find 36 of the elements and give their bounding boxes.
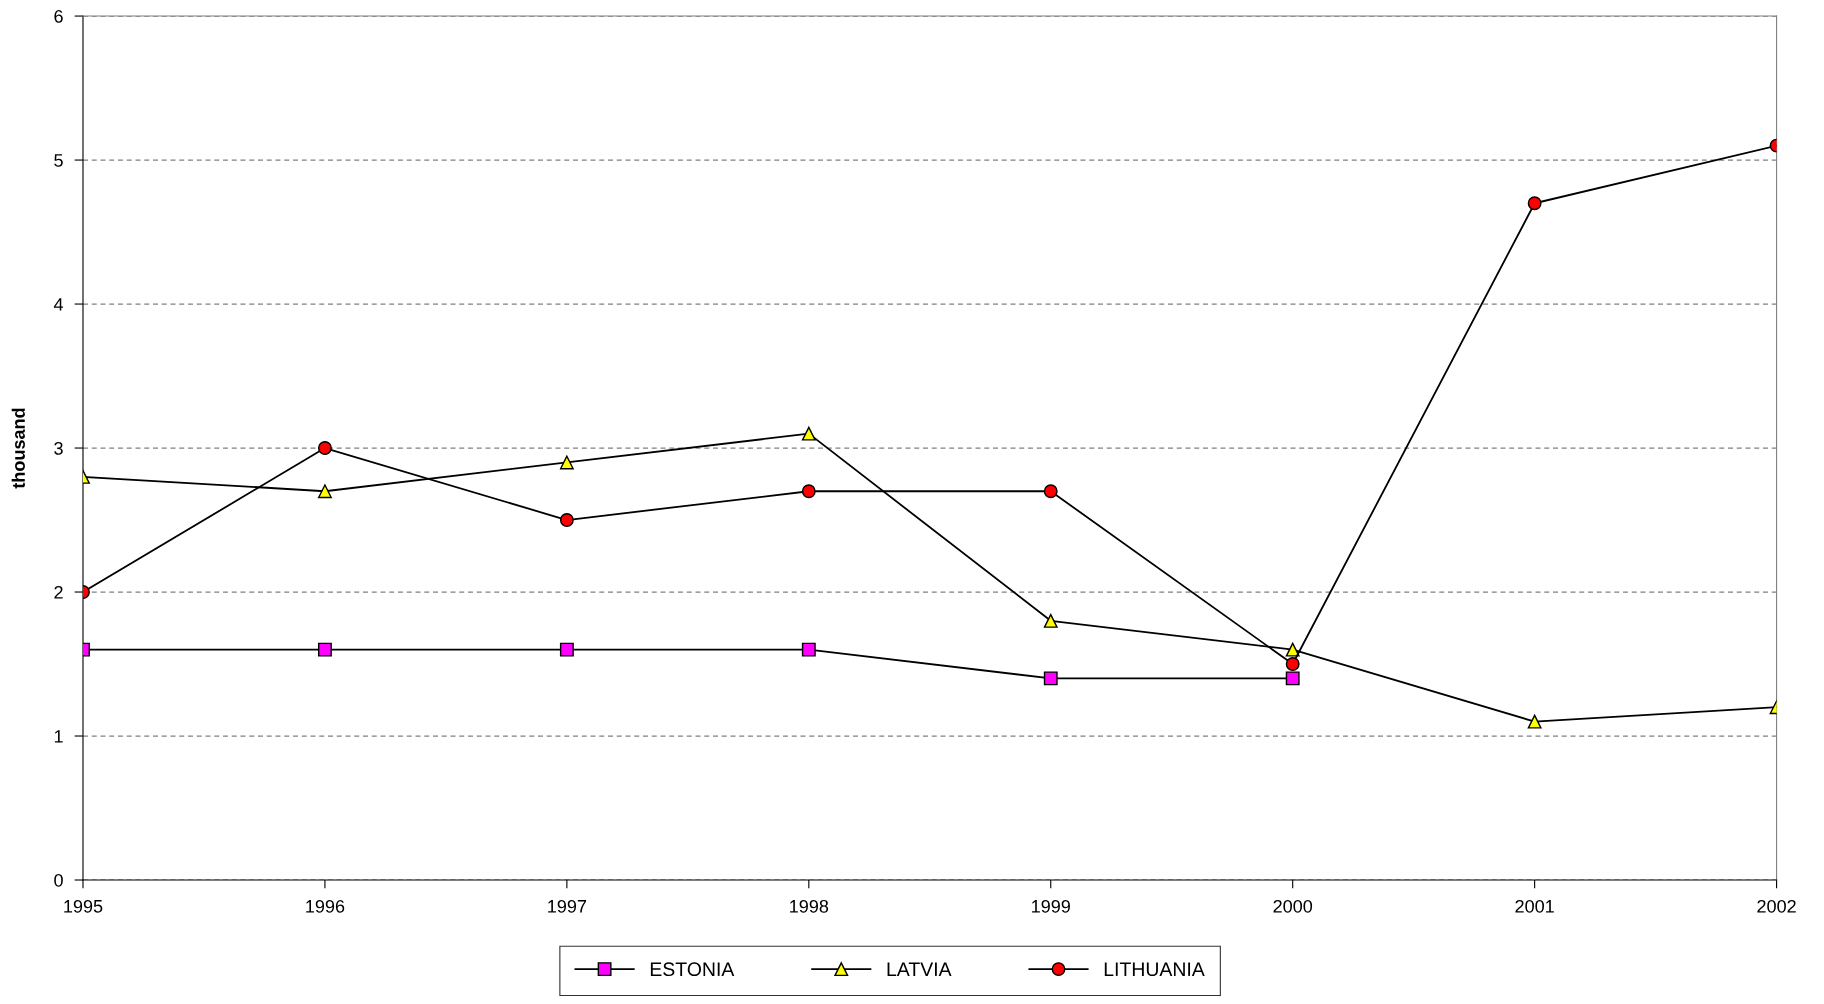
point [1285,671,1300,686]
point [1043,613,1058,628]
point [1285,642,1300,657]
y-tick-label: 4 [53,298,64,311]
y-tick-label: 1 [54,730,63,743]
x-tick-label: 1997 [548,899,587,913]
y-tick-label: 5 [54,154,63,167]
x-tick-label: 1996 [306,899,345,913]
y-tick-label: 6 [54,10,63,23]
point [1527,714,1542,729]
point [1527,196,1542,211]
x-tick-label: 2002 [1757,899,1796,913]
y-tick-label: 0 [54,873,63,887]
point [1043,671,1058,686]
y-axis-title: thousand [11,408,25,489]
legend-label: LITHUANIA [1104,962,1205,977]
point [317,484,332,499]
legend-label: ESTONIA [650,962,735,977]
x-tick-label: 2001 [1515,899,1554,913]
point [801,484,816,499]
x-tick-label: 1999 [1032,899,1070,913]
y-tick-label: 2 [54,585,63,599]
x-tick-label: 1995 [64,899,103,913]
point [801,426,816,441]
legend-label: LATVIA [887,962,952,976]
point [317,642,332,657]
x-tick-label: 2000 [1273,899,1313,913]
point [559,513,574,527]
point [801,642,816,657]
y-tick-label: 3 [54,441,63,455]
point [1043,484,1058,499]
point [559,455,574,470]
point [559,642,574,657]
x-tick-label: 1998 [790,899,829,913]
point [317,441,332,455]
point [1285,657,1300,671]
